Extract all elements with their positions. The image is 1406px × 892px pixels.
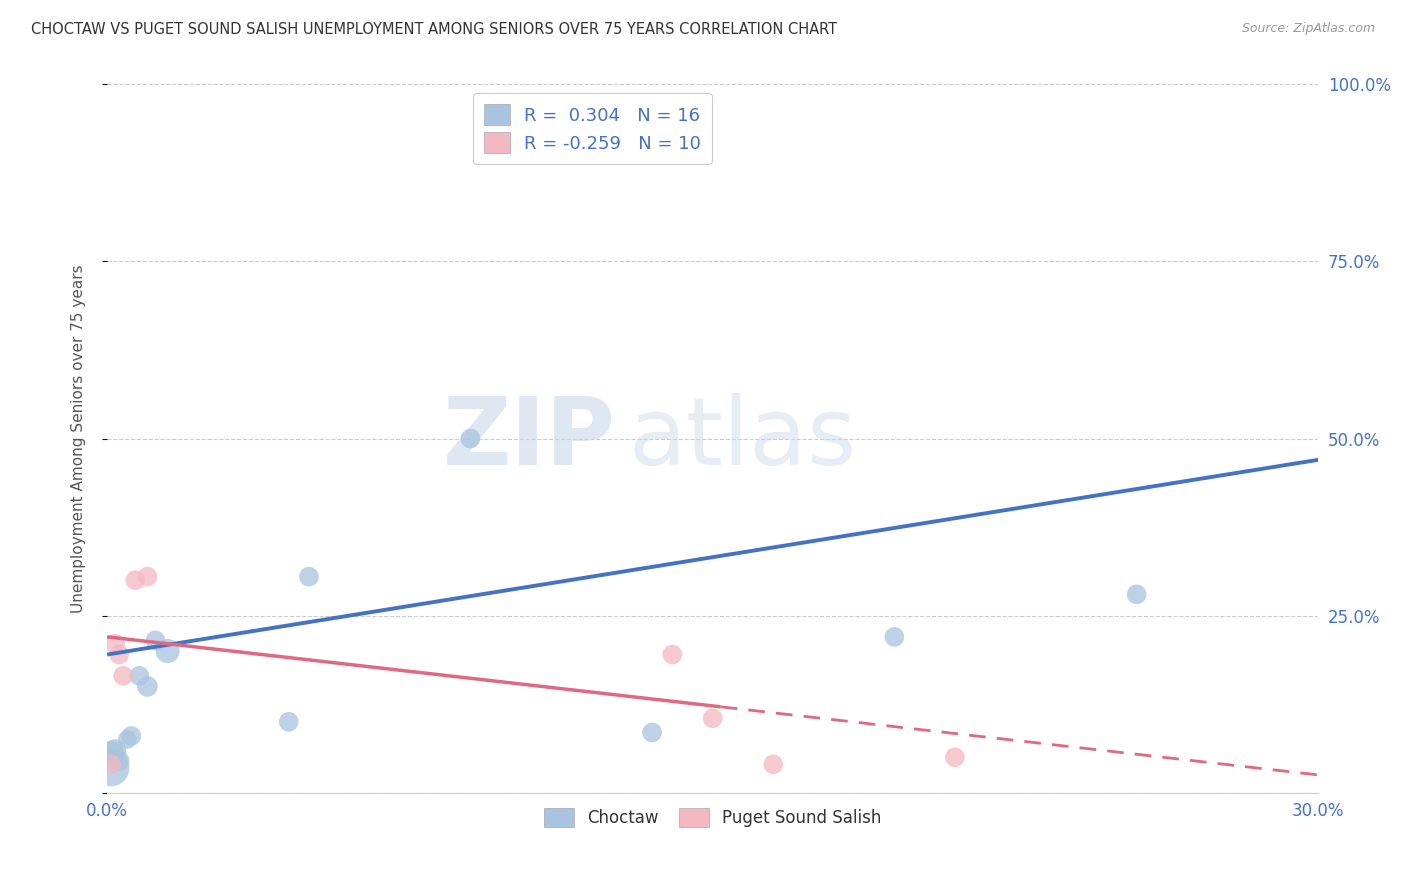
- Point: [762, 757, 785, 772]
- Point: [661, 648, 683, 662]
- Point: [120, 729, 142, 743]
- Point: [702, 711, 724, 725]
- Point: [943, 750, 966, 764]
- Point: [1125, 587, 1147, 601]
- Point: [117, 732, 139, 747]
- Text: Source: ZipAtlas.com: Source: ZipAtlas.com: [1241, 22, 1375, 36]
- Text: CHOCTAW VS PUGET SOUND SALISH UNEMPLOYMENT AMONG SENIORS OVER 75 YEARS CORRELATI: CHOCTAW VS PUGET SOUND SALISH UNEMPLOYME…: [31, 22, 837, 37]
- Point: [100, 761, 122, 775]
- Legend: Choctaw, Puget Sound Salish: Choctaw, Puget Sound Salish: [537, 801, 889, 834]
- Point: [298, 569, 321, 583]
- Point: [641, 725, 664, 739]
- Point: [136, 569, 159, 583]
- Text: atlas: atlas: [628, 392, 856, 484]
- Point: [112, 669, 135, 683]
- Point: [104, 637, 127, 651]
- Point: [128, 669, 150, 683]
- Point: [136, 680, 159, 694]
- Point: [883, 630, 905, 644]
- Point: [100, 747, 122, 761]
- Point: [108, 648, 131, 662]
- Y-axis label: Unemployment Among Seniors over 75 years: Unemployment Among Seniors over 75 years: [72, 264, 86, 613]
- Point: [104, 743, 127, 757]
- Point: [156, 644, 179, 658]
- Point: [124, 573, 146, 587]
- Point: [108, 754, 131, 768]
- Point: [460, 432, 482, 446]
- Point: [277, 714, 299, 729]
- Point: [145, 633, 167, 648]
- Point: [100, 757, 122, 772]
- Text: ZIP: ZIP: [443, 392, 616, 484]
